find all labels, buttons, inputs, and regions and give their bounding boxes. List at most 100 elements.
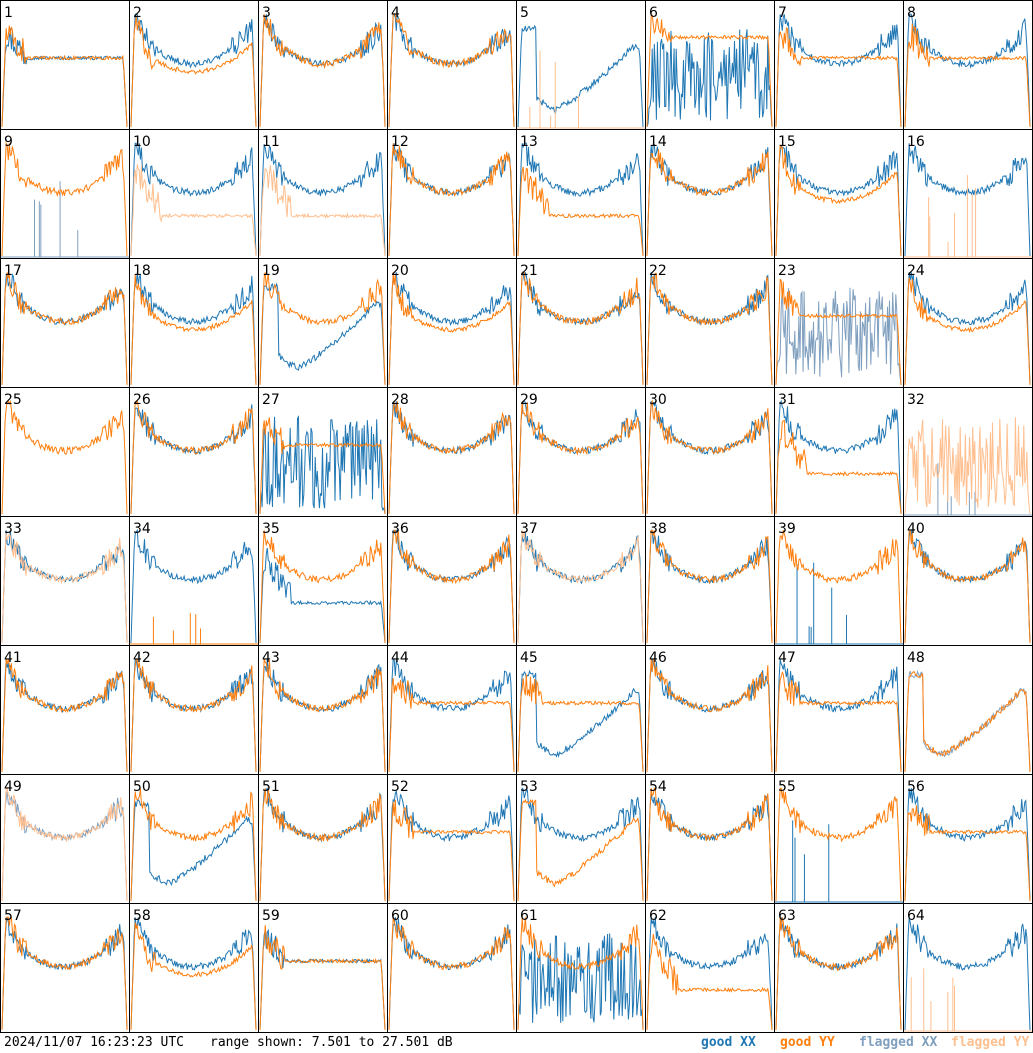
series-xx-40	[904, 529, 1031, 644]
series-xx-57	[1, 917, 128, 1031]
antenna-label-35: 35	[262, 521, 280, 537]
antenna-label-33: 33	[4, 521, 22, 537]
antenna-label-62: 62	[649, 908, 667, 924]
series-yy-25	[1, 399, 128, 515]
antenna-panel-31: 31	[774, 387, 904, 517]
antenna-panel-2: 2	[129, 0, 259, 130]
antenna-panel-37: 37	[516, 516, 646, 646]
series-yy-19	[259, 272, 386, 386]
series-yy-15	[775, 144, 902, 257]
series-yy-62	[646, 933, 773, 1031]
antenna-panel-33: 33	[0, 516, 130, 646]
series-yy-63	[775, 917, 902, 1031]
antenna-label-30: 30	[649, 392, 667, 408]
antenna-panel-27: 27	[258, 387, 388, 517]
antenna-label-51: 51	[262, 779, 280, 795]
antenna-panel-63: 63	[774, 903, 904, 1033]
antenna-label-46: 46	[649, 650, 667, 666]
footer: 2024/11/07 16:23:23 UTC range shown: 7.5…	[0, 1033, 1033, 1053]
antenna-panel-28: 28	[387, 387, 517, 517]
series-yy-3	[259, 14, 386, 128]
antenna-label-3: 3	[262, 5, 271, 21]
series-yy-43	[259, 659, 386, 773]
antenna-label-8: 8	[907, 5, 916, 21]
antenna-panel-16: 16	[903, 129, 1033, 259]
antenna-panel-43: 43	[258, 645, 388, 775]
antenna-label-43: 43	[262, 650, 280, 666]
antenna-label-15: 15	[778, 134, 796, 150]
series-yy-27	[259, 417, 386, 515]
series-xx-2	[130, 13, 257, 128]
antenna-panel-52: 52	[387, 774, 517, 904]
antenna-label-11: 11	[262, 134, 280, 150]
antenna-label-40: 40	[907, 521, 925, 537]
series-yy-50	[130, 788, 257, 902]
series-xx-56	[904, 788, 1031, 902]
series-xx-22	[646, 272, 773, 386]
series-yy-21	[517, 271, 644, 386]
antenna-panel-46: 46	[645, 645, 775, 775]
antenna-label-34: 34	[133, 521, 151, 537]
range-text: range shown: 7.501 to 27.501 dB	[210, 1035, 453, 1050]
series-xx-50	[130, 799, 257, 902]
series-xx-34	[130, 528, 257, 644]
antenna-label-27: 27	[262, 392, 280, 408]
series-xx-28	[388, 401, 515, 515]
series-xx-23	[775, 287, 902, 386]
series-yy-22	[646, 272, 773, 386]
antenna-panel-54: 54	[645, 774, 775, 904]
series-yy-52	[388, 799, 515, 902]
antenna-label-6: 6	[649, 5, 658, 21]
series-xx-37	[517, 532, 644, 644]
series-yy-7	[775, 27, 902, 128]
series-xx-17	[1, 273, 128, 386]
antenna-label-61: 61	[520, 908, 538, 924]
series-xx-49	[1, 791, 128, 902]
series-xx-20	[388, 272, 515, 386]
antenna-panel-38: 38	[645, 516, 775, 646]
series-yy-56	[904, 805, 1031, 902]
antenna-panel-30: 30	[645, 387, 775, 517]
series-yy-49	[1, 787, 128, 902]
antenna-panel-22: 22	[645, 258, 775, 388]
antenna-panel-56: 56	[903, 774, 1033, 904]
series-xx-11	[259, 144, 386, 257]
series-yy-29	[517, 401, 644, 515]
antenna-panel-32: 32	[903, 387, 1033, 517]
series-xx-19	[259, 282, 386, 386]
antenna-panel-12: 12	[387, 129, 517, 259]
antenna-label-60: 60	[391, 908, 409, 924]
series-xx-60	[388, 917, 515, 1031]
antenna-panel-39: 39	[774, 516, 904, 646]
antenna-label-41: 41	[4, 650, 22, 666]
antenna-panel-40: 40	[903, 516, 1033, 646]
series-yy-47	[775, 671, 902, 773]
series-yy-55	[775, 787, 902, 902]
series-yy-42	[130, 658, 257, 773]
panel-border-1	[0, 0, 130, 130]
series-xx-5	[517, 24, 644, 128]
antenna-label-24: 24	[907, 263, 925, 279]
series-yy-41	[1, 659, 128, 773]
series-xx-62	[646, 917, 773, 1031]
antenna-panel-41: 41	[0, 645, 130, 775]
antenna-label-4: 4	[391, 5, 400, 21]
antenna-label-20: 20	[391, 263, 409, 279]
antenna-label-14: 14	[649, 134, 667, 150]
antenna-panel-45: 45	[516, 645, 646, 775]
antenna-label-39: 39	[778, 521, 796, 537]
antenna-panel-3: 3	[258, 0, 388, 130]
antenna-label-7: 7	[778, 5, 787, 21]
series-xx-35	[259, 547, 386, 644]
antenna-panel-9: 9	[0, 129, 130, 259]
antenna-panel-44: 44	[387, 645, 517, 775]
antenna-label-53: 53	[520, 779, 538, 795]
legend-good-yy: good YY	[780, 1035, 835, 1050]
antenna-label-63: 63	[778, 908, 796, 924]
series-yy-59	[259, 925, 386, 1031]
antenna-panel-51: 51	[258, 774, 388, 904]
series-xx-51	[259, 787, 386, 902]
series-yy-9	[1, 141, 128, 257]
series-xx-52	[388, 790, 515, 902]
